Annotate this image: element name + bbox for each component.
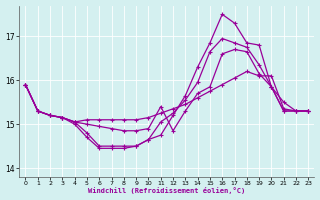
X-axis label: Windchill (Refroidissement éolien,°C): Windchill (Refroidissement éolien,°C) [88, 187, 245, 194]
